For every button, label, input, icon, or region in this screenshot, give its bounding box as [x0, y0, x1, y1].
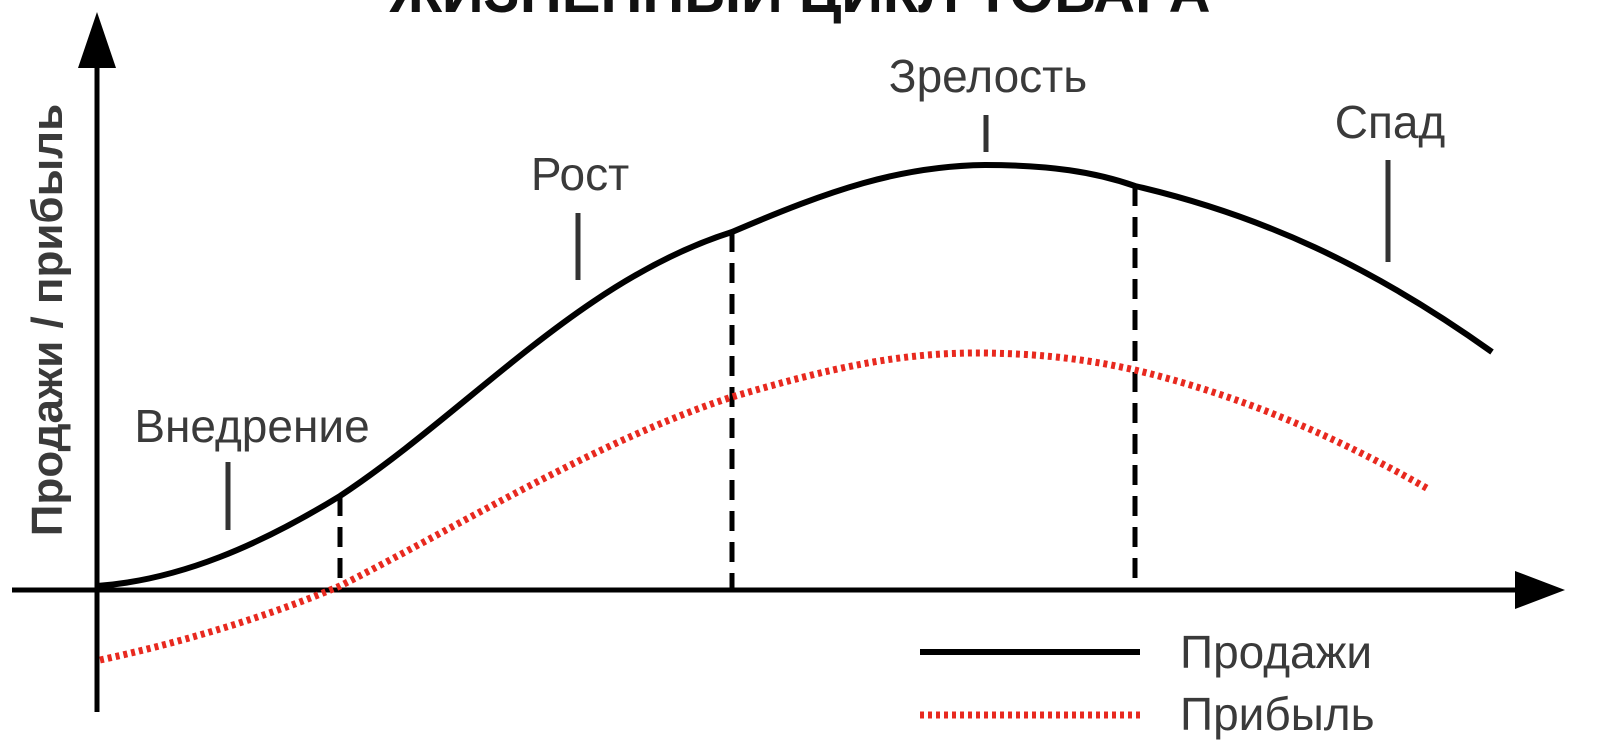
stage-label-growth: Рост — [531, 148, 629, 200]
stage-label-introduction: Внедрение — [134, 400, 369, 452]
legend: Продажи Прибыль — [920, 626, 1375, 740]
stage-boundaries — [337, 186, 1138, 590]
stage-label-decline: Спад — [1335, 96, 1446, 148]
stage-introduction: Внедрение — [134, 400, 370, 530]
diagram-title: ЖИЗНЕННЫЙ ЦИКЛ ТОВАРА — [388, 0, 1210, 25]
legend-profit-label: Прибыль — [1180, 688, 1375, 740]
axes — [12, 12, 1565, 712]
sales-curve — [96, 161, 1494, 589]
stage-decline: Спад — [1335, 96, 1446, 262]
profit-curve — [99, 349, 1432, 664]
y-axis-label: Продажи / прибыль — [23, 104, 72, 536]
legend-sales-label: Продажи — [1180, 626, 1372, 678]
stage-growth: Рост — [531, 148, 629, 280]
y-axis-arrow — [78, 12, 116, 68]
stage-label-maturity: Зрелость — [889, 50, 1087, 102]
x-axis-arrow — [1515, 571, 1565, 609]
stage-maturity: Зрелость — [889, 50, 1087, 152]
